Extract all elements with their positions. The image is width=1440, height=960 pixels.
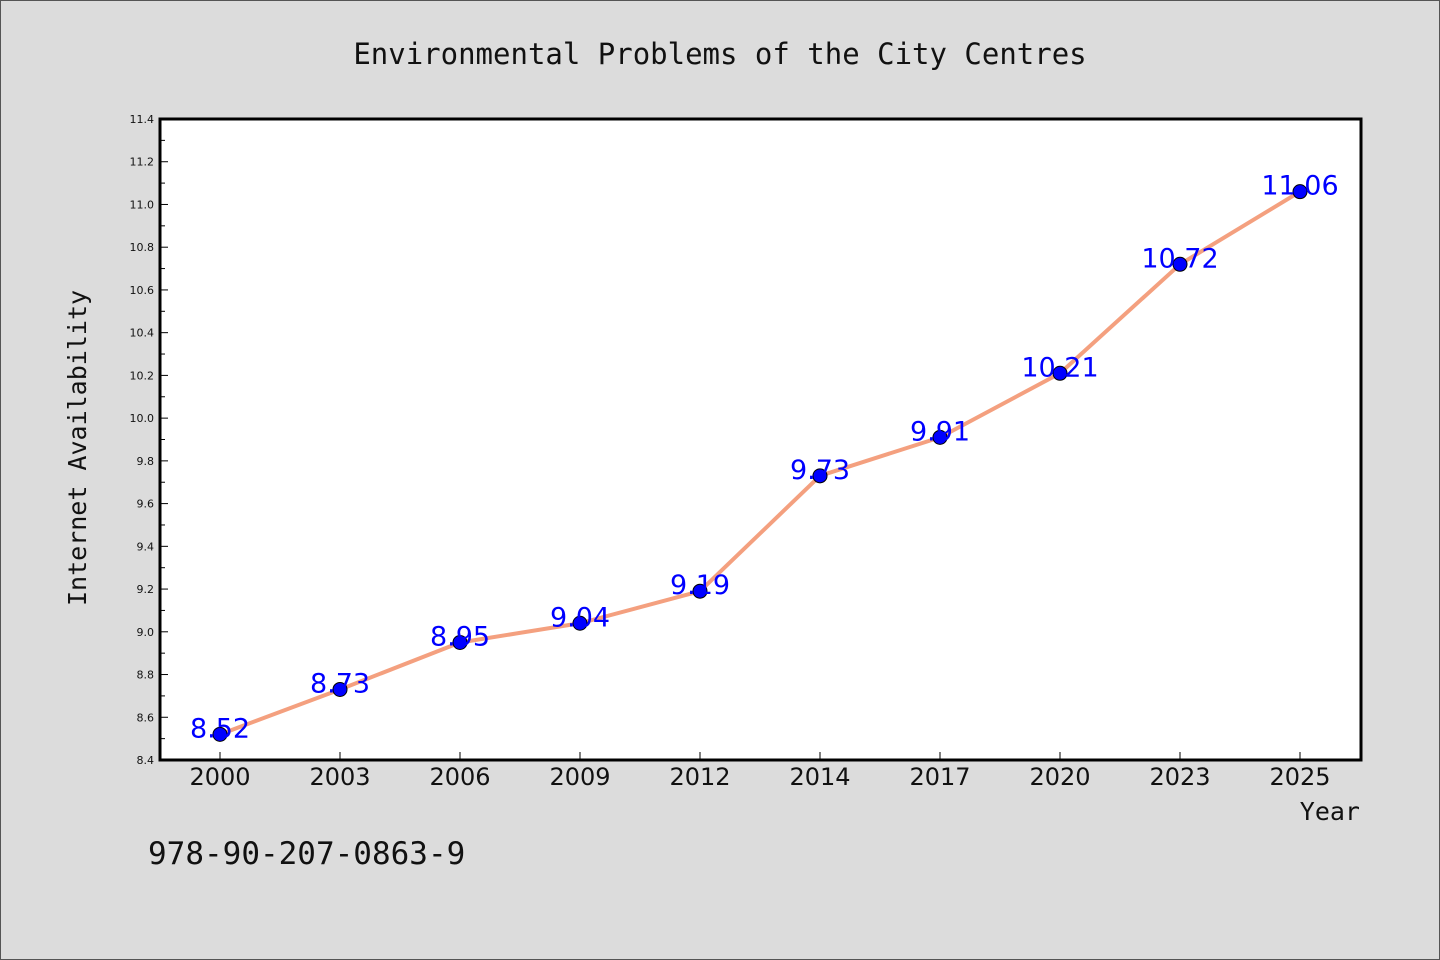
x-tick-label: 2017 — [909, 763, 970, 791]
y-tick-label: 8.8 — [137, 669, 155, 682]
y-tick-label: 9.8 — [137, 455, 155, 468]
plot-area — [158, 117, 1363, 762]
data-labels: 8.52 8.73 8.95 9.04 9.19 9.73 9.91 10.21 10.72 11… — [190, 171, 1339, 745]
y-tick-label: 9.6 — [137, 498, 155, 511]
data-point-marker — [452, 634, 468, 650]
series-line — [218, 189, 1302, 737]
data-label: 9.73 — [790, 455, 850, 486]
y-tick-label: 11.2 — [130, 156, 155, 169]
x-axis: 2000 2003 2006 2009 2012 2014 2017 2020 2023 2025 — [189, 752, 1331, 791]
x-tick-label: 2020 — [1029, 763, 1090, 791]
data-point-marker — [1172, 256, 1188, 272]
y-axis: 8.4 8.6 8.8 9.0 9.2 9.4 9.6 9.8 10.0 10.2 10.4 10.6… — [130, 113, 168, 767]
y-tick-label: 9.2 — [137, 583, 155, 596]
x-tick-label: 2012 — [669, 763, 730, 791]
data-label: 11.06 — [1261, 171, 1338, 202]
chart-title: Environmental Problems of the City Centr… — [353, 37, 1086, 71]
series-line-group — [218, 189, 1302, 737]
data-label: 10.72 — [1141, 243, 1218, 274]
data-label: 8.95 — [430, 621, 490, 652]
data-label: 9.04 — [550, 602, 610, 633]
y-tick-label: 10.4 — [130, 327, 155, 340]
x-tick-label: 2014 — [789, 763, 850, 791]
x-tick-label: 2023 — [1149, 763, 1210, 791]
y-tick-label: 10.8 — [130, 241, 155, 254]
y-tick-label: 10.0 — [130, 412, 155, 425]
footnote-code: 978-90-207-0863-9 — [148, 836, 465, 872]
x-tick-label: 2009 — [549, 763, 610, 791]
data-point-marker — [332, 681, 348, 697]
y-tick-label: 11.4 — [130, 113, 155, 126]
x-axis-label: Year — [1300, 797, 1360, 826]
data-point-marker — [812, 468, 828, 484]
data-point-marker — [212, 726, 228, 742]
data-label: 9.19 — [670, 570, 730, 601]
data-point-marker — [932, 429, 948, 445]
data-label: 8.73 — [310, 668, 370, 699]
data-point-marker — [692, 583, 708, 599]
y-tick-label: 9.0 — [137, 626, 155, 639]
x-tick-label: 2003 — [309, 763, 370, 791]
y-tick-label: 8.4 — [137, 754, 155, 767]
data-label: 10.21 — [1021, 352, 1098, 383]
data-label: 9.91 — [910, 416, 970, 447]
data-point-marker — [1292, 184, 1308, 200]
x-tick-label: 2006 — [429, 763, 490, 791]
y-tick-label: 9.4 — [137, 540, 155, 553]
data-point-marker — [1052, 365, 1068, 381]
data-label: 8.52 — [190, 713, 250, 744]
x-tick-label: 2025 — [1269, 763, 1330, 791]
data-markers — [212, 184, 1308, 742]
y-tick-label: 11.0 — [130, 198, 155, 211]
y-tick-label: 10.6 — [130, 284, 155, 297]
y-axis-label: Internet Availability — [63, 290, 92, 606]
y-tick-label: 10.2 — [130, 369, 155, 382]
data-point-marker — [572, 615, 588, 631]
y-tick-label: 8.6 — [137, 711, 155, 724]
x-tick-label: 2000 — [189, 763, 250, 791]
